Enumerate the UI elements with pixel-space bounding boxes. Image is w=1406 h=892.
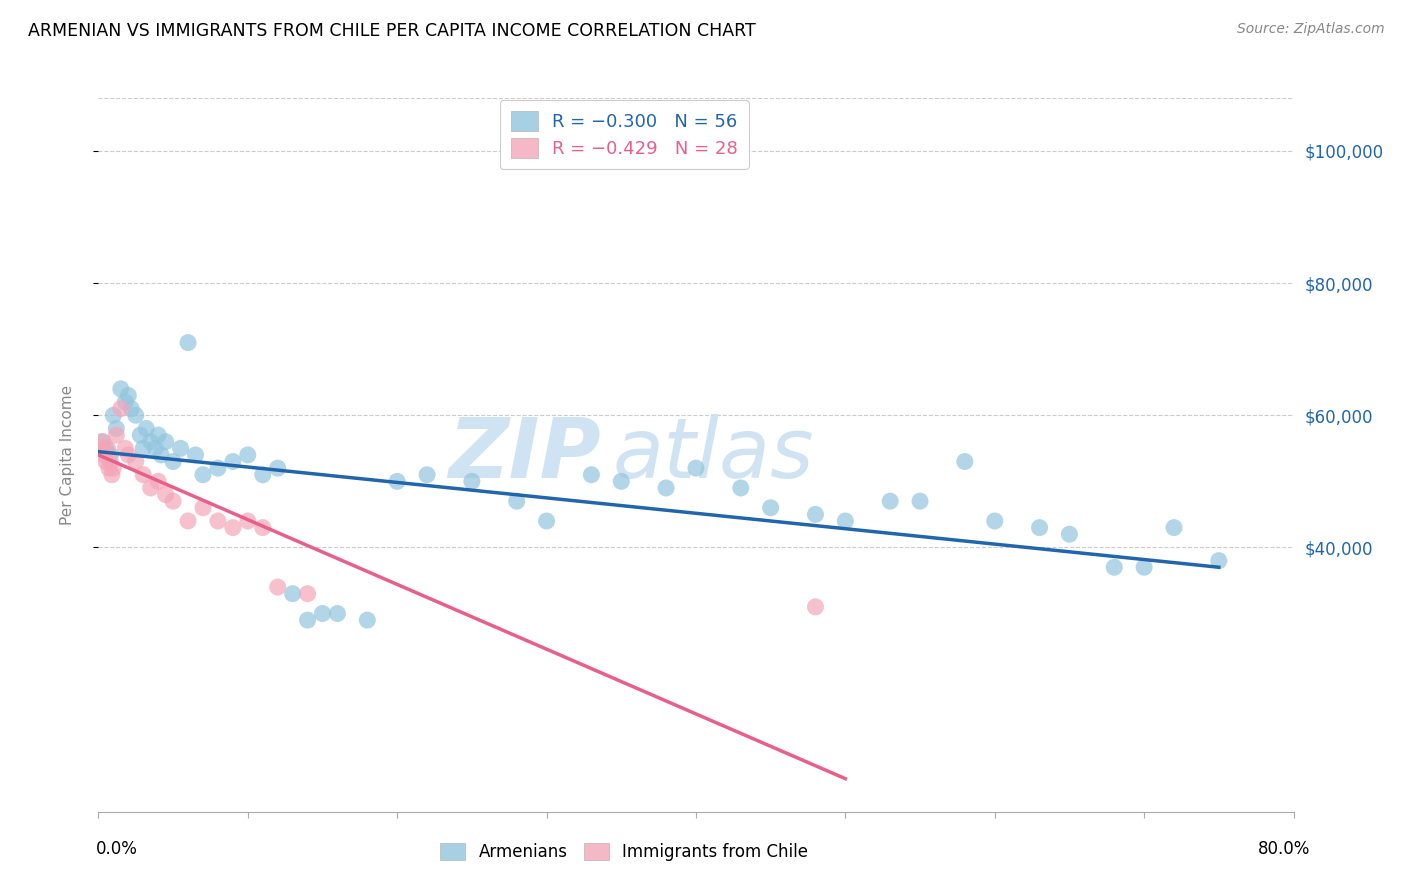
Point [222,520,245,534]
Point [984,514,1007,528]
Point [91,434,114,449]
Point [139,434,162,449]
Text: 0.0%: 0.0% [96,840,138,858]
Point [834,514,856,528]
Text: ARMENIAN VS IMMIGRANTS FROM CHILE PER CAPITA INCOME CORRELATION CHART: ARMENIAN VS IMMIGRANTS FROM CHILE PER CA… [28,22,756,40]
Point [162,494,184,508]
Point [953,454,976,468]
Point [110,382,132,396]
Point [101,467,124,482]
Point [536,514,558,528]
Point [177,514,200,528]
Point [1163,520,1185,534]
Point [281,587,304,601]
Point [129,428,152,442]
Point [94,442,117,456]
Point [222,454,245,468]
Point [114,395,136,409]
Point [100,454,122,468]
Point [148,428,170,442]
Point [610,475,633,489]
Point [169,442,191,456]
Point [148,475,170,489]
Point [207,461,229,475]
Point [110,401,132,416]
Point [506,494,529,508]
Point [326,607,349,621]
Point [132,467,155,482]
Point [125,409,148,423]
Point [155,434,177,449]
Point [1208,554,1230,568]
Point [135,421,157,435]
Point [297,613,319,627]
Point [252,520,274,534]
Point [143,442,166,456]
Point [150,448,173,462]
Point [132,442,155,456]
Point [90,434,112,449]
Text: ZIP: ZIP [447,415,600,495]
Point [117,388,139,402]
Point [114,442,136,456]
Point [1102,560,1125,574]
Point [297,587,319,601]
Point [267,461,290,475]
Point [804,508,827,522]
Point [1133,560,1156,574]
Point [117,448,139,462]
Point [311,607,333,621]
Point [356,613,378,627]
Text: 80.0%: 80.0% [1258,840,1310,858]
Point [96,442,118,456]
Point [759,500,782,515]
Point [120,401,142,416]
Point [1028,520,1050,534]
Point [236,514,259,528]
Point [91,442,114,456]
Text: atlas: atlas [613,415,814,495]
Point [908,494,931,508]
Point [461,475,484,489]
Point [100,448,122,462]
Point [581,467,603,482]
Point [155,487,177,501]
Point [236,448,259,462]
Point [879,494,901,508]
Point [139,481,162,495]
Point [97,461,120,475]
Point [655,481,678,495]
Point [184,448,207,462]
Point [191,467,214,482]
Point [685,461,707,475]
Point [416,467,439,482]
Point [103,461,125,475]
Legend: Armenians, Immigrants from Chile: Armenians, Immigrants from Chile [433,836,815,868]
Point [177,335,200,350]
Point [105,428,128,442]
Point [191,500,214,515]
Point [103,409,125,423]
Text: Source: ZipAtlas.com: Source: ZipAtlas.com [1237,22,1385,37]
Point [105,421,128,435]
Point [730,481,752,495]
Point [267,580,290,594]
Point [385,475,409,489]
Y-axis label: Per Capita Income: Per Capita Income [60,384,75,525]
Point [93,448,115,462]
Point [94,454,117,468]
Point [162,454,184,468]
Point [1059,527,1081,541]
Point [125,454,148,468]
Point [207,514,229,528]
Point [804,599,827,614]
Point [252,467,274,482]
